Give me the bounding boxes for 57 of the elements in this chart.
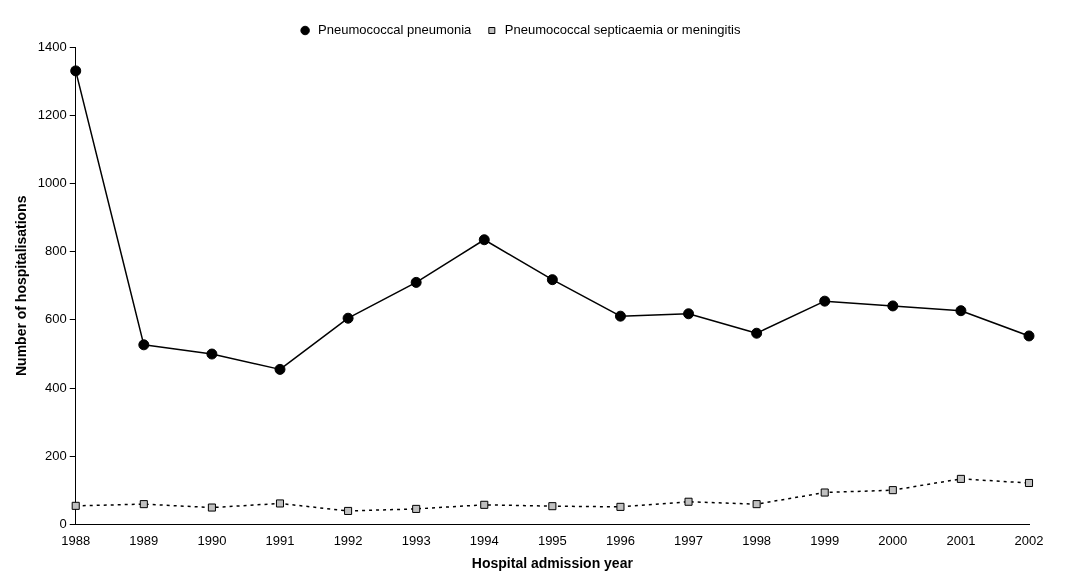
y-tick-label: 400 xyxy=(45,379,67,395)
x-tick-label: 2002 xyxy=(1014,532,1044,548)
x-tick-label: 1999 xyxy=(810,532,840,548)
x-tick-label: 1997 xyxy=(674,532,703,548)
y-tick-label: 800 xyxy=(45,243,67,259)
point xyxy=(478,234,490,246)
point xyxy=(548,502,557,511)
point xyxy=(275,499,285,508)
point xyxy=(410,276,422,288)
x-tick-label: 1989 xyxy=(129,532,159,548)
point xyxy=(546,274,558,286)
y-tick-label: 1200 xyxy=(37,106,67,122)
point xyxy=(344,506,353,515)
point xyxy=(614,310,626,322)
point xyxy=(683,308,695,320)
x-tick-label: 2000 xyxy=(878,532,908,548)
y-tick-label: 600 xyxy=(45,311,67,327)
point xyxy=(819,295,831,307)
point xyxy=(684,497,693,506)
y-tick-label: 200 xyxy=(45,447,67,463)
y-tick-label: 1400 xyxy=(37,38,67,54)
x-tick-label: 1990 xyxy=(197,532,227,548)
point xyxy=(752,500,761,509)
y-axis-title: Number of hospitalisations xyxy=(13,195,30,377)
x-tick-label: 2001 xyxy=(946,532,976,548)
point xyxy=(138,339,150,351)
point xyxy=(956,474,965,483)
point xyxy=(342,312,354,324)
point xyxy=(820,488,829,497)
point xyxy=(274,363,286,375)
point xyxy=(1024,478,1034,488)
x-tick-label: 1988 xyxy=(61,532,91,548)
point xyxy=(412,504,421,513)
y-tick-label: 1000 xyxy=(37,175,67,191)
x-tick-label: 1994 xyxy=(469,532,499,548)
x-tick-label: 1996 xyxy=(605,532,635,548)
x-tick-label: 1995 xyxy=(537,532,567,548)
x-tick-label: 1993 xyxy=(401,532,431,548)
point xyxy=(206,348,218,360)
point xyxy=(207,503,216,512)
point xyxy=(888,486,897,495)
point xyxy=(70,65,82,77)
x-tick-label: 1992 xyxy=(333,532,363,548)
y-tick-label: 0 xyxy=(59,516,67,532)
point xyxy=(480,500,489,509)
x-tick-label: 1998 xyxy=(742,532,772,548)
point xyxy=(139,500,148,509)
point xyxy=(1023,330,1035,342)
point xyxy=(955,305,967,317)
point xyxy=(71,501,80,510)
x-axis-title: Hospital admission year xyxy=(471,555,634,572)
legend-label: Pneumococcal septicaemia or meningitis xyxy=(504,22,741,38)
point xyxy=(751,327,763,339)
x-tick-label: 1991 xyxy=(265,532,295,548)
legend-label: Pneumococcal pneumonia xyxy=(318,22,473,38)
point xyxy=(887,300,899,312)
point xyxy=(616,502,625,511)
